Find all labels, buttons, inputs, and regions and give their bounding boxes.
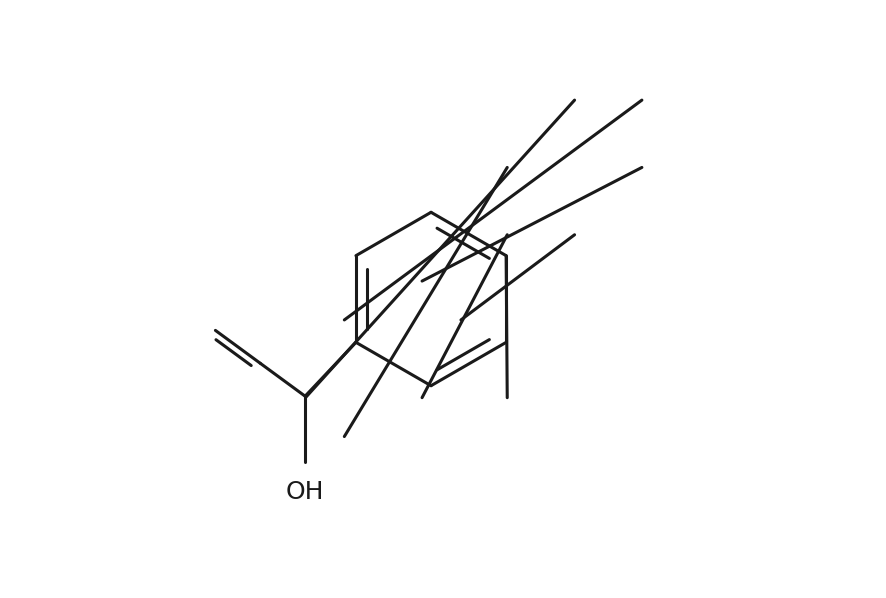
Text: OH: OH [286,480,324,504]
